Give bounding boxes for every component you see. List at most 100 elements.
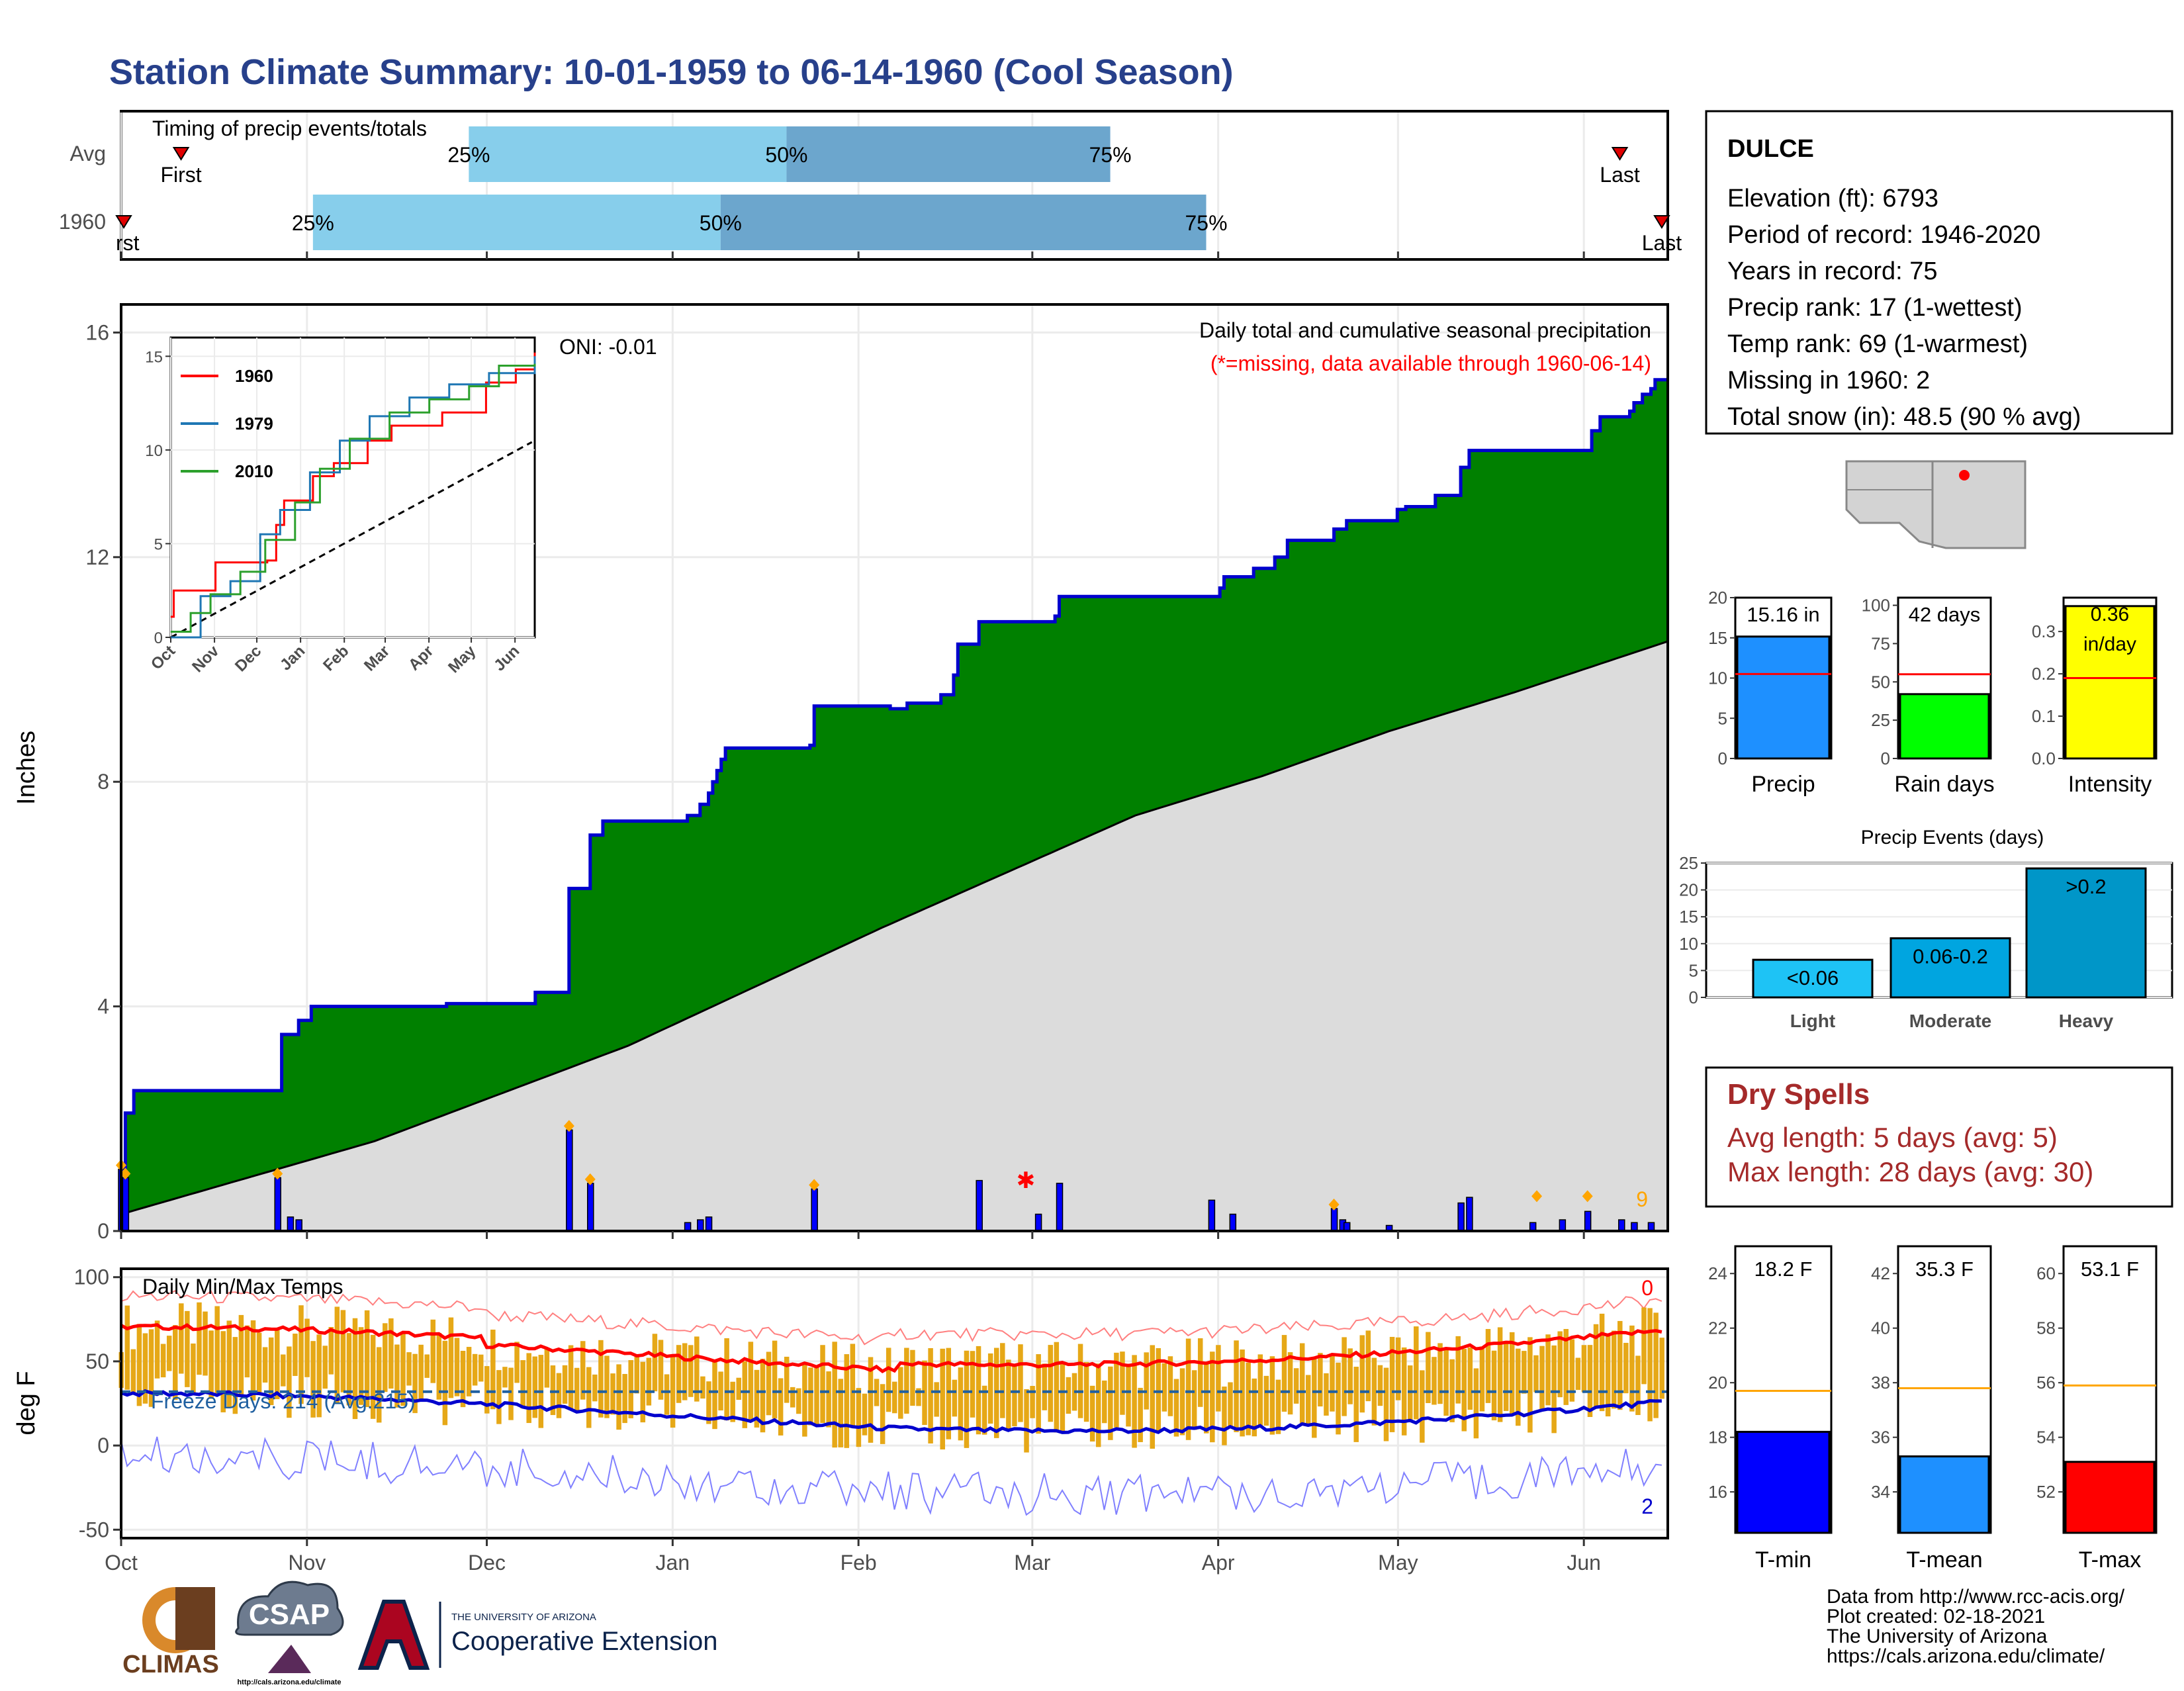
mini-chart-tick-label: 0.1 xyxy=(2032,706,2056,726)
temp-panel: Daily Min/Max Temps Freeze Days: 214 (Av… xyxy=(13,1265,1669,1575)
inset-y-tick-label: 5 xyxy=(154,535,163,553)
temp-range-bar xyxy=(1306,1375,1311,1425)
temp-range-bar xyxy=(724,1338,729,1421)
temp-chart-value-bar xyxy=(1736,1430,1831,1534)
temp-range-bar xyxy=(946,1348,952,1440)
temp-range-bar xyxy=(388,1318,394,1389)
mini-chart-value-bar xyxy=(2064,605,2156,760)
temp-range-bar xyxy=(1432,1357,1437,1405)
temp-range-bar xyxy=(784,1356,790,1403)
temp-range-bar xyxy=(550,1365,556,1416)
temp-range-bar xyxy=(1167,1356,1173,1416)
events-tick-label: 15 xyxy=(1679,907,1698,927)
temp-range-bar xyxy=(916,1388,921,1406)
temp-range-bar xyxy=(580,1341,586,1400)
csap-logo-text: CSAP xyxy=(249,1598,330,1631)
temp-range-bar xyxy=(262,1347,268,1383)
temp-range-bar xyxy=(1330,1355,1335,1412)
temp-range-bar xyxy=(232,1337,238,1414)
temp-range-bar xyxy=(154,1320,160,1379)
ua-large-text: Cooperative Extension xyxy=(451,1627,717,1656)
daily-precip-bar xyxy=(1466,1197,1473,1232)
temp-range-bar xyxy=(1659,1338,1664,1399)
inset-legend-label: 1960 xyxy=(235,366,273,386)
temp-range-bar xyxy=(712,1359,717,1430)
temp-range-bar xyxy=(1204,1363,1209,1434)
timing-q75-label: 75% xyxy=(1185,211,1227,235)
temp-range-bar xyxy=(1509,1332,1515,1416)
temp-range-bar xyxy=(670,1355,676,1428)
events-tick-label: 20 xyxy=(1679,880,1698,900)
daily-precip-bar xyxy=(1584,1211,1592,1232)
mini-chart-tick-label: 50 xyxy=(1871,672,1890,692)
average-cumulative-area xyxy=(120,640,1669,1232)
temp-range-bar xyxy=(1054,1342,1060,1433)
temp-range-bar xyxy=(1408,1365,1413,1421)
temp-range-bar xyxy=(1371,1357,1377,1426)
temp-range-bar xyxy=(1516,1348,1521,1426)
station-location-dot xyxy=(1959,470,1970,480)
temp-range-bar xyxy=(1359,1335,1365,1413)
temp-range-bar xyxy=(904,1348,909,1414)
temp-range-bar xyxy=(592,1374,598,1402)
ua-small-text: THE UNIVERSITY OF ARIZONA xyxy=(451,1612,596,1623)
temp-range-bar xyxy=(886,1348,891,1412)
mini-chart-tick-label: 20 xyxy=(1708,588,1727,608)
precip-events-chart: Precip Events (days) 0 5 10 15 20 25 <0.06 Ligh… xyxy=(1679,827,2173,1031)
mini-chart-tick-label: 0.0 xyxy=(2032,749,2056,768)
temp-range-bar xyxy=(634,1355,639,1394)
temp-count-top: 0 xyxy=(1641,1276,1653,1300)
timing-panel: 25% 50% 75% First Last 25% 50% 75% rst Last Timin… xyxy=(59,110,1682,261)
footer-line-3: The University of Arizona xyxy=(1827,1625,2048,1647)
temp-range-bar xyxy=(460,1350,466,1408)
temp-range-bar xyxy=(1132,1355,1137,1448)
temp-range-bar xyxy=(1185,1338,1191,1440)
temp-range-bar xyxy=(544,1348,550,1388)
temp-range-bar xyxy=(1527,1337,1533,1433)
temp-range-bar xyxy=(808,1367,813,1426)
temp-range-bar xyxy=(832,1342,837,1448)
avg-min-temp-line xyxy=(120,1389,1662,1434)
temp-range-bar xyxy=(496,1370,502,1424)
station-name: DULCE xyxy=(1727,135,1814,163)
temp-range-bar xyxy=(562,1365,568,1404)
temp-range-bar xyxy=(334,1306,340,1403)
temp-range-bar xyxy=(364,1310,370,1408)
temp-range-bar xyxy=(820,1345,825,1424)
daily-precip-bar xyxy=(1330,1208,1338,1232)
mini-chart-name: Intensity xyxy=(2068,772,2152,797)
daily-precip-bar xyxy=(1034,1213,1042,1232)
temp-chart-name: T-mean xyxy=(1906,1547,1982,1573)
ua-logo: THE UNIVERSITY OF ARIZONA Cooperative Ex… xyxy=(357,1600,717,1670)
temp-range-bar xyxy=(676,1345,682,1403)
mini-chart-value-label: 42 days xyxy=(1909,603,1981,626)
temp-range-bar xyxy=(1077,1344,1083,1418)
temp-range-bar xyxy=(281,1354,286,1387)
temp-range-bar xyxy=(1120,1351,1125,1415)
temp-range-bar xyxy=(1312,1359,1317,1438)
temp-range-bar xyxy=(1299,1343,1305,1424)
temp-range-bar xyxy=(1228,1382,1233,1427)
timing-last-marker xyxy=(1611,147,1629,161)
temp-chart-tick-label: 16 xyxy=(1708,1482,1727,1502)
daily-precip-bar xyxy=(295,1219,302,1232)
temp-range-bar xyxy=(688,1345,694,1397)
temp-chart-tick-label: 56 xyxy=(2036,1373,2056,1393)
temp-range-bar xyxy=(490,1329,496,1410)
inset-frame xyxy=(169,336,536,639)
inset-y-tick-label: 10 xyxy=(145,442,163,460)
temp-range-bar xyxy=(1281,1335,1287,1412)
record-max-line xyxy=(120,1290,1662,1346)
temp-range-bar xyxy=(1593,1324,1599,1408)
footer-line-2: Plot created: 02-18-2021 xyxy=(1827,1606,2045,1627)
temp-chart-tick-label: 34 xyxy=(1871,1482,1890,1502)
mini-chart-tick-label: 25 xyxy=(1871,710,1890,730)
temp-range-bar xyxy=(1197,1338,1203,1407)
precip-frame xyxy=(120,303,1669,1232)
info-period: Period of record: 1946-2020 xyxy=(1727,221,2040,249)
inset-y-ticks: 0 5 10 15 xyxy=(145,348,171,647)
inset-y-tick-label: 0 xyxy=(154,629,163,647)
info-temp-rank: Temp rank: 69 (1-warmest) xyxy=(1727,330,2028,358)
temp-range-bar xyxy=(862,1393,868,1436)
